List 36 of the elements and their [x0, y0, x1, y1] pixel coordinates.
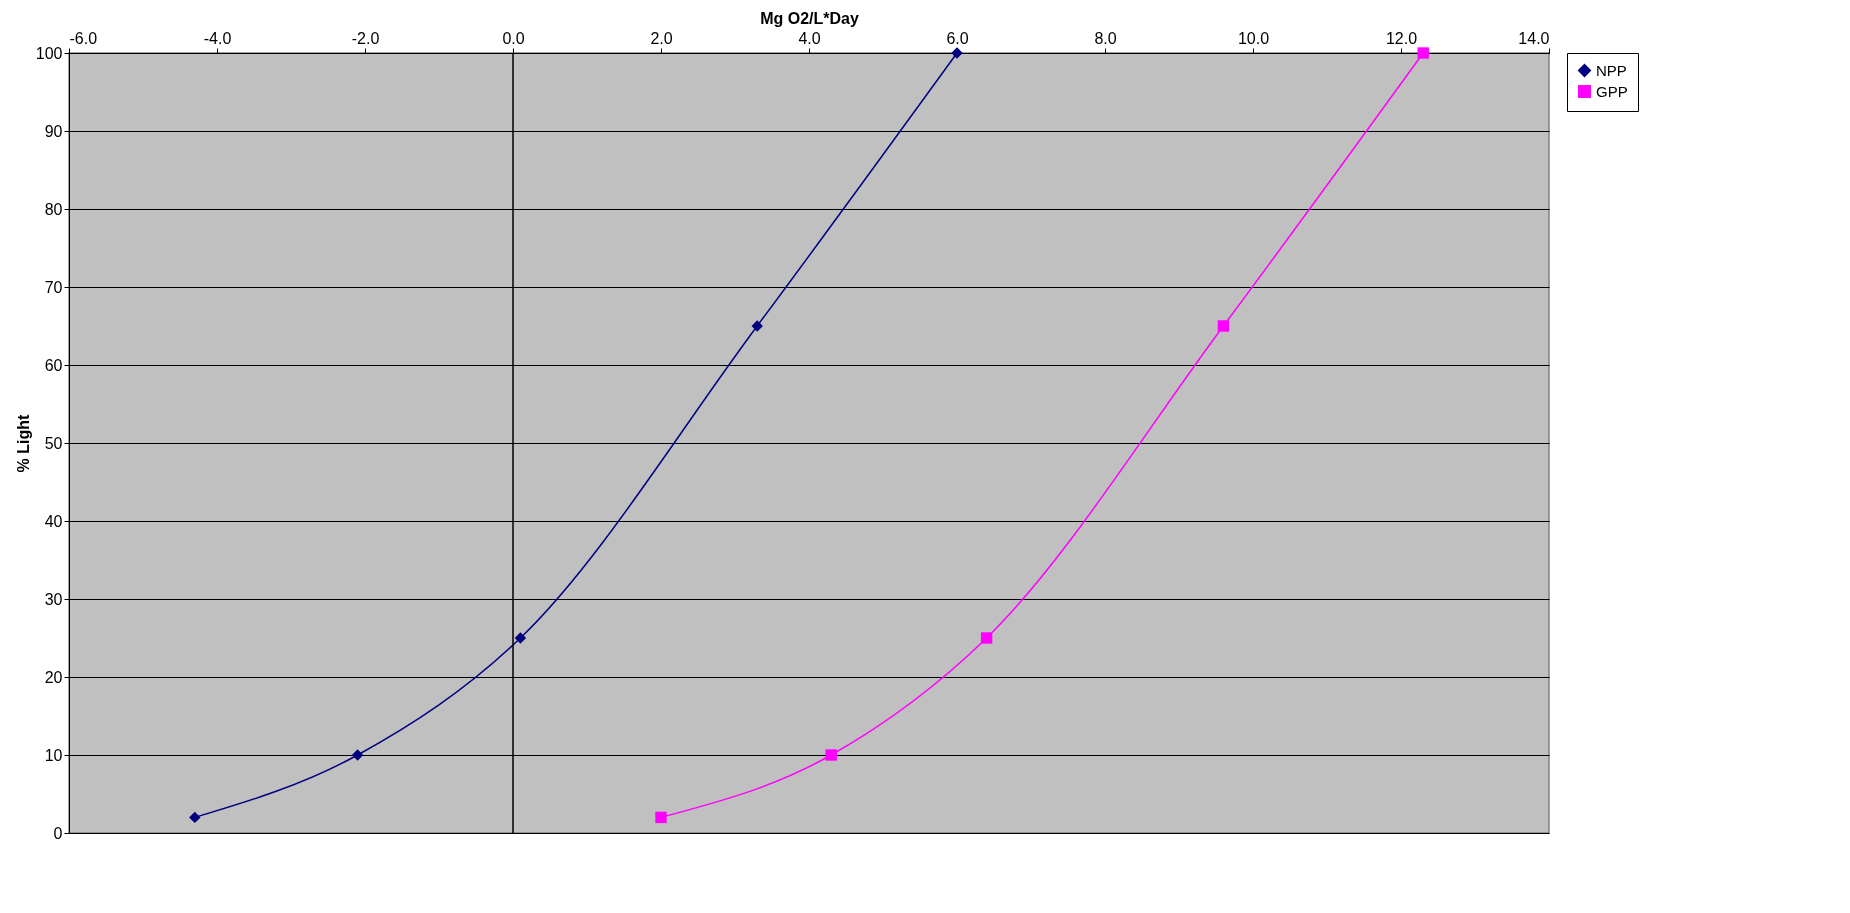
y-tick-label: 90	[44, 122, 63, 140]
y-tick-label: 40	[44, 512, 63, 530]
y-tick-label: 50	[44, 434, 63, 452]
y-tick-label: 30	[44, 590, 63, 608]
point	[514, 632, 527, 644]
x-tick-label: 0.0	[502, 29, 525, 47]
point	[825, 749, 837, 761]
y-tick-label: 0	[53, 824, 63, 842]
y-tick-label: 10	[44, 746, 63, 764]
y-tick-label: 100	[35, 44, 63, 62]
y-axis-title: % Light	[14, 413, 32, 473]
point	[1417, 47, 1429, 59]
x-tick-label: 8.0	[1094, 29, 1117, 47]
point	[351, 749, 364, 761]
x-tick-label: 12.0	[1385, 29, 1418, 47]
x-tick-label: 6.0	[946, 29, 969, 47]
point	[751, 320, 763, 332]
legend-label: NPP	[1596, 61, 1627, 79]
x-tick-label: -2.0	[351, 29, 380, 47]
point	[980, 632, 993, 644]
point	[655, 811, 667, 824]
x-tick-label: 14.0	[1518, 29, 1550, 47]
legend-label: GPP	[1596, 82, 1628, 100]
x-tick-label: -4.0	[203, 29, 232, 47]
point	[1217, 320, 1230, 332]
x-tick-label: -6.0	[69, 29, 98, 47]
y-tick-label: 20	[44, 668, 63, 686]
x-tick-label: 2.0	[650, 29, 673, 47]
x-axis-title: Mg O2/L*Day	[760, 9, 859, 27]
point	[951, 47, 963, 59]
y-tick-label: 70	[44, 278, 63, 296]
y-tick-label: 60	[44, 356, 63, 374]
x-tick-label: 4.0	[798, 29, 821, 47]
point	[189, 811, 201, 824]
x-tick-label: 10.0	[1237, 29, 1270, 47]
y-tick-label: 80	[44, 200, 63, 218]
